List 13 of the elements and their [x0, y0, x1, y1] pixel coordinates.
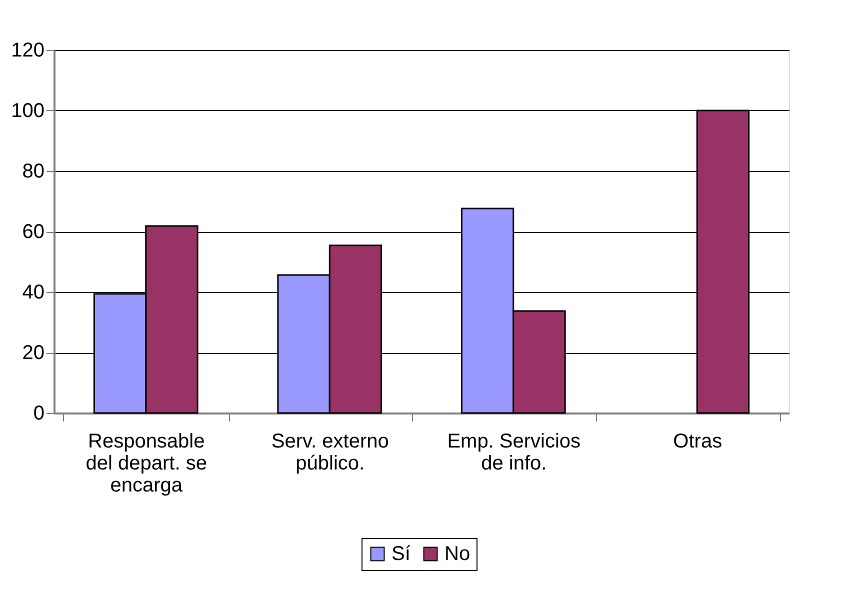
- y-tick-label: 80: [22, 160, 44, 182]
- x-tick-label: Responsable del depart. se encarga: [86, 430, 207, 496]
- y-tick-label: 40: [22, 282, 44, 304]
- x-tick-label: Serv. externo público.: [271, 430, 389, 474]
- legend-label: Sí: [392, 543, 411, 565]
- y-tick-label: 20: [22, 342, 44, 364]
- x-tick-label: Otras: [673, 430, 722, 452]
- x-tick-label: Emp. Servicios de info.: [447, 430, 581, 474]
- y-tick-label: 60: [22, 221, 44, 243]
- y-tick-label: 120: [11, 40, 44, 62]
- y-tick-label: 0: [33, 402, 44, 424]
- legend-label: No: [444, 543, 470, 565]
- y-tick-label: 100: [11, 100, 44, 122]
